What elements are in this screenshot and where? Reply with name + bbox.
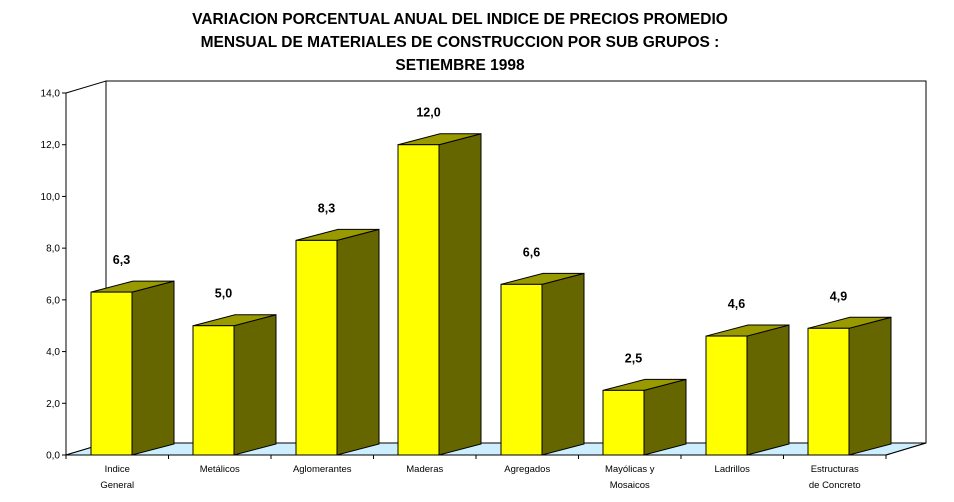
bar — [397, 144, 440, 456]
x-tick-label: Mayólicas y — [605, 464, 655, 475]
bar — [602, 389, 645, 456]
floor-edge — [885, 442, 927, 456]
title-line-3: SETIEMBRE 1998 — [395, 57, 525, 74]
x-tick-label: Indice — [105, 464, 130, 475]
y-tick-label: 2,0 — [46, 399, 60, 410]
chart-title: VARIACION PORCENTUAL ANUAL DEL INDICE DE… — [0, 8, 920, 77]
bar-side — [643, 378, 687, 456]
x-tick-label: General — [100, 480, 134, 491]
y-tick-label: 10,0 — [41, 192, 61, 203]
data-label: 6,6 — [523, 245, 540, 259]
bar — [90, 291, 133, 456]
y-tick-label: 14,0 — [41, 89, 61, 100]
bar-side — [746, 324, 790, 456]
data-label: 12,0 — [416, 106, 440, 120]
y-tick-label: 6,0 — [46, 295, 60, 306]
y-tick-label: 8,0 — [46, 244, 60, 255]
y-tick-label: 0,0 — [46, 451, 60, 462]
bar-side — [336, 228, 380, 456]
data-label: 2,5 — [625, 351, 642, 365]
data-label: 4,6 — [728, 297, 745, 311]
bar-side — [131, 280, 175, 456]
data-label: 4,9 — [830, 289, 847, 303]
x-tick-label: Metálicos — [200, 464, 240, 475]
title-line-1: VARIACION PORCENTUAL ANUAL DEL INDICE DE… — [192, 11, 728, 28]
x-tick-label: Maderas — [406, 464, 443, 475]
bar — [192, 325, 235, 456]
x-tick-label: Agregados — [504, 464, 550, 475]
x-tick-label: Estructuras — [811, 464, 859, 475]
bar-side — [233, 314, 277, 456]
bar — [295, 239, 338, 456]
data-label: 5,0 — [215, 287, 232, 301]
data-label: 6,3 — [113, 253, 130, 267]
y-tick-label: 12,0 — [41, 140, 61, 151]
data-label: 8,3 — [318, 201, 335, 215]
x-tick-label: Ladrillos — [715, 464, 751, 475]
bar — [705, 335, 748, 456]
bar-side — [541, 272, 585, 456]
bar-side — [438, 133, 482, 456]
bar — [807, 327, 850, 456]
y-tick-label: 4,0 — [46, 347, 60, 358]
bar-side — [848, 316, 892, 456]
x-tick-label: Mosaicos — [610, 480, 650, 491]
bar — [500, 283, 543, 456]
x-tick-label: Aglomerantes — [293, 464, 352, 475]
x-tick-label: de Concreto — [809, 480, 861, 491]
title-line-2: MENSUAL DE MATERIALES DE CONSTRUCCION PO… — [200, 34, 720, 51]
